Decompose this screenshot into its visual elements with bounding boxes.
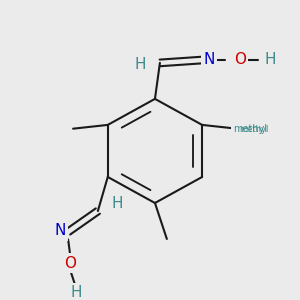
- Text: H: H: [134, 57, 146, 72]
- Text: N: N: [55, 224, 66, 238]
- Text: H: H: [70, 285, 82, 300]
- Text: methyl: methyl: [239, 125, 268, 134]
- Text: N: N: [203, 52, 215, 67]
- Text: H: H: [112, 196, 123, 211]
- Text: H: H: [265, 52, 276, 67]
- Text: O: O: [64, 256, 76, 271]
- Text: methyl: methyl: [232, 124, 267, 134]
- Text: O: O: [234, 52, 246, 67]
